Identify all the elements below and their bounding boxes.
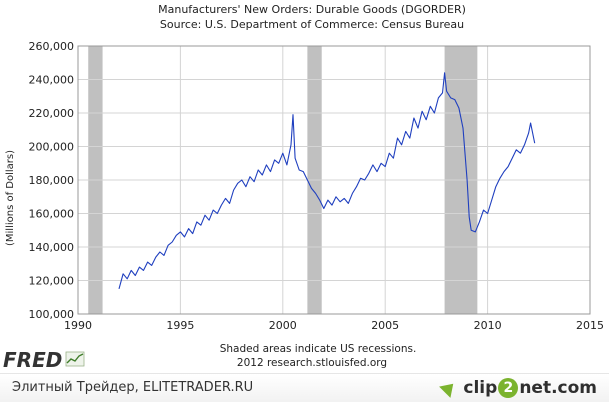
series-line <box>118 72 536 290</box>
x-tick-label: 2005 <box>371 319 399 332</box>
y-tick-label: 100,000 <box>29 308 75 321</box>
y-tick-label: 200,000 <box>29 141 75 154</box>
chart-title: Manufacturers' New Orders: Durable Goods… <box>158 3 466 16</box>
footer-text: Элитный Трейдер, ELITETRADER.RU <box>12 380 254 395</box>
footer-bar: Элитный Трейдер, ELITETRADER.RU clip 2 n… <box>0 373 609 402</box>
y-tick-label: 260,000 <box>29 40 75 53</box>
x-tick-label: 1995 <box>166 319 194 332</box>
y-axis-label: (Millions of Dollars) <box>5 150 16 246</box>
fred-logo-text: FRED <box>3 348 62 372</box>
y-tick-label: 120,000 <box>29 275 75 288</box>
chart-subtitle: Source: U.S. Department of Commerce: Cen… <box>160 18 464 31</box>
y-tick-label: 140,000 <box>29 241 75 254</box>
plot-frame <box>77 45 591 315</box>
y-tick-label: 160,000 <box>29 208 75 221</box>
recession-note: Shaded areas indicate US recessions. <box>220 343 417 355</box>
clip-logo-two: 2 <box>498 378 519 398</box>
fred-logo-graph-line <box>66 353 84 364</box>
x-tick-label: 2010 <box>474 319 502 332</box>
y-tick-label: 240,000 <box>29 74 75 87</box>
clip-logo-suffix: net.com <box>519 378 597 398</box>
chart: Manufacturers' New Orders: Durable Goods… <box>3 3 605 372</box>
clip2net-logo: clip 2 net.com <box>439 377 597 399</box>
x-tick-label: 1990 <box>64 319 92 332</box>
copyright-note: 2012 research.stlouisfed.org <box>237 357 387 369</box>
clip-logo-prefix: clip <box>463 378 498 398</box>
x-tick-label: 2000 <box>269 319 297 332</box>
y-tick-label: 220,000 <box>29 107 75 120</box>
x-tick-label: 2015 <box>576 319 604 332</box>
y-tick-label: 180,000 <box>29 174 75 187</box>
fred-logo: FRED <box>3 348 85 372</box>
arrow-icon <box>439 378 460 398</box>
plot-area: 100,000 120,000 140,000 160,000 180,000 200,0… <box>29 40 605 332</box>
